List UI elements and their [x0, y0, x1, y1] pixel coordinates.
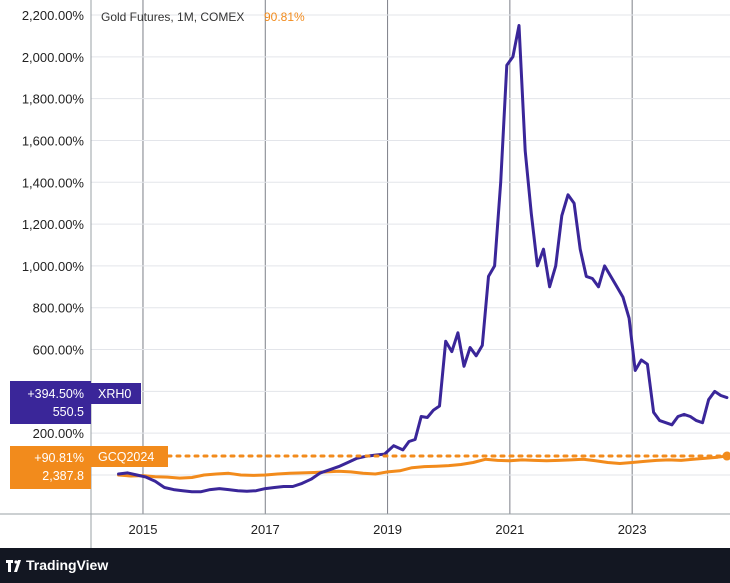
tradingview-logo-icon	[6, 560, 21, 572]
x-tick-label-1: 2017	[251, 522, 280, 537]
series-line-xrh0	[117, 24, 729, 494]
y-tick-label-2: 1,800.00%	[22, 92, 85, 107]
y-tick-label-0: 2,200.00%	[22, 8, 85, 23]
series-layer	[117, 24, 730, 494]
series-badges: +394.50% 550.5 XRH0 +90.81% 2,387.8 GCQ2…	[10, 381, 168, 489]
x-axis-ticks: 2015 2017 2019 2021 2023	[129, 522, 647, 537]
xrh0-label-box	[91, 383, 141, 404]
gcq2024-badge[interactable]: +90.81% 2,387.8 GCQ2024	[10, 446, 168, 489]
y-axis-ticks: 2,200.00% 2,000.00% 1,800.00% 1,600.00% 1,40…	[22, 8, 85, 441]
y-tick-label-9: 200.00%	[33, 426, 85, 441]
x-tick-label-2: 2019	[373, 522, 402, 537]
gcq2024-badge-box	[10, 446, 91, 489]
y-tick-label-7: 800.00%	[33, 301, 85, 316]
gold-futures-chart[interactable]: 2,200.00% 2,000.00% 1,800.00% 1,600.00% 1,40…	[0, 0, 730, 548]
y-tick-label-5: 1,200.00%	[22, 217, 85, 232]
tradingview-footer: TradingView	[0, 548, 730, 583]
chart-title-value: 90.81%	[264, 10, 305, 24]
chart-title: Gold Futures, 1M, COMEX	[101, 10, 244, 24]
x-tick-label-3: 2021	[495, 522, 524, 537]
xrh0-series-label: XRH0	[98, 387, 131, 401]
y-tick-label-4: 1,400.00%	[22, 175, 85, 190]
xrh0-badge-box	[10, 381, 91, 424]
gcq2024-label-box	[91, 446, 168, 467]
y-tick-label-3: 1,600.00%	[22, 133, 85, 148]
xrh0-badge-price: 550.5	[53, 405, 84, 419]
chart-legend: Gold Futures, 1M, COMEX 90.81%	[101, 10, 305, 24]
horizontal-grid	[91, 14, 730, 476]
y-tick-label-1: 2,000.00%	[22, 50, 85, 65]
series-line-gcq2024	[117, 454, 729, 480]
xrh0-badge-percent: +394.50%	[27, 387, 84, 401]
x-tick-label-4: 2023	[618, 522, 647, 537]
gcq2024-badge-percent: +90.81%	[34, 451, 84, 465]
y-tick-label-6: 1,000.00%	[22, 259, 85, 274]
y-tick-label-8: 600.00%	[33, 343, 85, 358]
tradingview-brand: TradingView	[26, 557, 109, 573]
gcq2024-series-label: GCQ2024	[98, 450, 154, 464]
xrh0-badge[interactable]: +394.50% 550.5 XRH0	[10, 381, 141, 424]
vertical-grid	[142, 0, 633, 514]
gcq2024-badge-price: 2,387.8	[42, 469, 84, 483]
gcq2024-last-value-marker	[722, 451, 730, 461]
x-tick-label-0: 2015	[129, 522, 158, 537]
